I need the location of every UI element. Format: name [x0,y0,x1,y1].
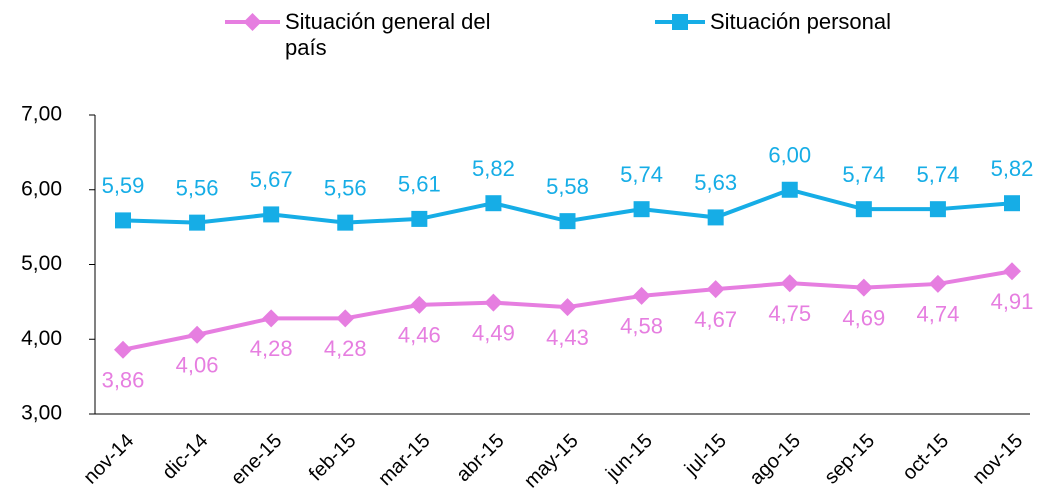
data-label: 4,74 [917,302,960,327]
y-tick-label: 5,00 [21,252,62,275]
data-label: 5,74 [620,162,663,187]
data-label: 5,74 [842,162,885,187]
x-tick-label: oct-15 [898,430,953,485]
marker [263,206,280,223]
marker [189,214,206,231]
x-tick-label: sep-15 [820,430,879,489]
marker [1004,195,1020,212]
x-tick-label: dic-14 [158,430,212,484]
marker [854,278,873,297]
data-label: 4,58 [620,314,663,339]
marker [928,274,947,293]
y-tick-label: 4,00 [21,327,62,350]
data-label: 5,82 [991,156,1034,181]
data-label: 4,49 [472,320,515,345]
marker [558,298,577,317]
data-label: 4,06 [176,353,219,378]
data-label: 4,75 [768,301,811,326]
marker [780,274,799,293]
legend-label: Situación personal [710,9,892,34]
marker [707,209,724,226]
data-label: 5,63 [694,170,737,195]
x-tick-label: jun-15 [601,430,657,486]
marker [706,280,725,299]
marker [262,309,281,328]
marker [336,309,355,328]
marker [188,325,207,344]
data-label: 5,56 [176,175,219,200]
marker [1003,262,1021,281]
x-tick-label: nov-15 [968,430,1027,489]
marker [115,212,131,229]
marker [411,210,428,227]
x-tick-label: abr-15 [452,430,508,486]
x-tick-label: mar-15 [374,430,434,490]
data-label: 5,58 [546,174,589,199]
marker [559,213,576,230]
data-label: 5,61 [398,172,441,197]
legend-marker [672,14,688,30]
data-label: 5,74 [917,162,960,187]
data-label: 4,43 [546,325,589,350]
marker [337,214,354,231]
x-tick-label: may-15 [520,430,583,493]
data-label: 3,86 [102,368,145,393]
marker [485,195,502,212]
data-label: 4,28 [250,336,293,361]
data-label: 4,69 [842,305,885,330]
x-tick-label: ene-15 [227,430,287,490]
data-label: 6,00 [768,143,811,168]
data-label: 4,91 [991,289,1034,314]
y-tick-label: 3,00 [21,402,62,425]
legend-label: Situación general del país [285,9,491,60]
marker [114,340,132,359]
data-label: 4,28 [324,336,367,361]
data-label: 5,56 [324,175,367,200]
marker [633,201,650,218]
data-label: 5,67 [250,167,293,192]
data-label: 4,46 [398,323,441,348]
marker [484,293,503,312]
y-tick-label: 6,00 [21,177,62,200]
data-label: 5,59 [102,173,145,198]
marker [781,181,798,198]
data-label: 4,67 [694,307,737,332]
x-tick-label: feb-15 [305,430,361,486]
y-tick-label: 7,00 [21,103,62,126]
x-tick-label: jul-15 [680,430,731,481]
marker [632,286,651,305]
marker [410,295,429,314]
data-label: 5,82 [472,156,515,181]
legend-marker [243,13,262,31]
marker [929,201,946,218]
x-tick-label: nov-14 [79,430,138,489]
marker [855,201,872,218]
x-tick-label: ago-15 [745,430,805,490]
